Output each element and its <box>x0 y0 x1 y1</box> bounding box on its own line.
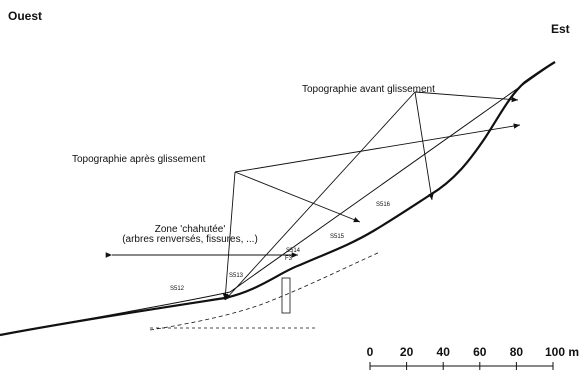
east-label: Est <box>551 22 570 36</box>
labels: Ouest Est Topographie avant glissement T… <box>8 9 570 292</box>
after-label: Topographie après glissement <box>72 154 206 165</box>
scale-label: 80 <box>510 345 524 359</box>
borehole-label: S513 <box>229 273 244 279</box>
scale-label: 100 m <box>545 345 579 359</box>
cross-section: Ouest Est Topographie avant glissement T… <box>0 0 588 380</box>
borehole-label: S514 <box>286 248 301 254</box>
zone-detail: (arbres renversés, fissures, ...) <box>122 234 258 245</box>
scale-bar: 0 20 40 60 80 100 m <box>367 345 579 370</box>
borehole-label: S515 <box>330 234 345 240</box>
topo-after <box>0 62 555 335</box>
scale-label: 60 <box>473 345 487 359</box>
west-label: Ouest <box>8 9 42 23</box>
slip-surface <box>150 252 380 330</box>
scale-label: 40 <box>437 345 451 359</box>
borehole-label: S516 <box>376 202 391 208</box>
borehole <box>282 278 290 313</box>
arrows <box>112 92 520 300</box>
borehole-label: F3 <box>285 256 293 262</box>
profile <box>0 62 555 335</box>
scale-label: 0 <box>367 345 374 359</box>
borehole-label: S512 <box>170 286 185 292</box>
topo-before <box>0 62 555 335</box>
before-label: Topographie avant glissement <box>302 84 435 95</box>
scale-label: 20 <box>400 345 414 359</box>
